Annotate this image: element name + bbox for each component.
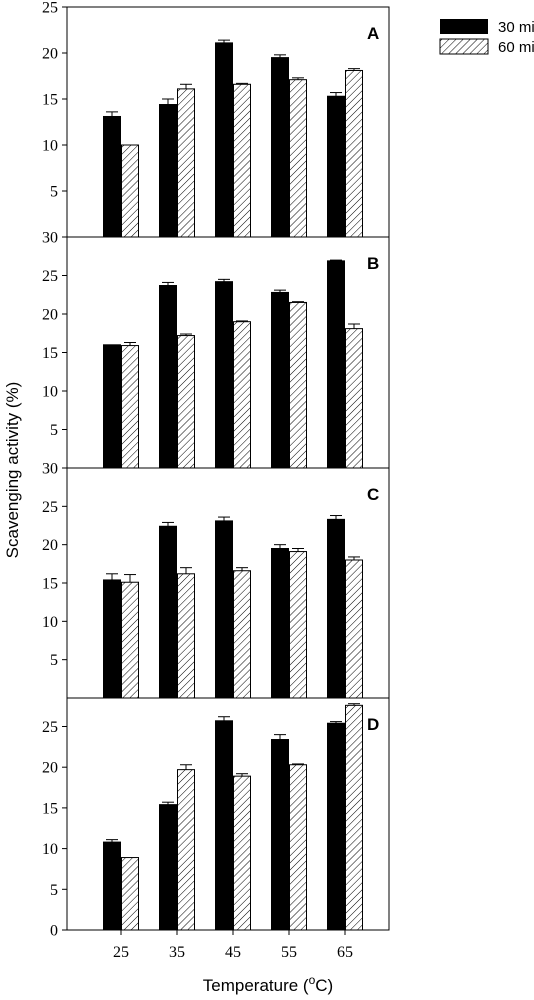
bar-30min <box>327 95 345 238</box>
bar-60min <box>345 704 363 931</box>
y-tick-label: 30 <box>42 461 58 478</box>
bar-30min <box>159 104 177 238</box>
y-tick-label: 15 <box>42 345 58 362</box>
x-tick-label: 45 <box>225 944 241 961</box>
y-tick-label: 20 <box>42 307 58 324</box>
panels: 5 10 15 20 25 A 5 10 15 20 25 30 B 5 10 15 20 25 30 C 0 5 10 15… <box>42 0 390 961</box>
bar-60min <box>121 144 139 238</box>
panel-label: D <box>367 715 379 734</box>
bar-30min <box>271 548 289 699</box>
bar-30min <box>103 579 121 699</box>
panel-c: 5 10 15 20 25 30 C <box>42 461 390 699</box>
x-axis-title-sup: o <box>309 973 316 987</box>
bar-30min <box>103 115 121 238</box>
y-tick-label: 10 <box>42 138 58 155</box>
bar-60min <box>289 301 307 469</box>
x-axis-title-tail: C) <box>315 976 333 995</box>
bar-30min <box>103 344 121 469</box>
y-tick-label: 15 <box>42 800 58 817</box>
y-tick-label: 25 <box>42 499 58 516</box>
bar-60min <box>121 345 139 469</box>
y-tick-label: 20 <box>42 46 58 63</box>
y-tick-label: 25 <box>42 268 58 285</box>
x-axis-title: Temperature (oC) <box>203 973 333 995</box>
bar-30min <box>271 291 289 469</box>
bar-30min <box>327 260 345 469</box>
panel-label: A <box>367 24 379 43</box>
panel-d: 0 5 10 15 20 25 D 25 35 45 55 65 <box>42 697 390 961</box>
bar-60min <box>289 79 307 238</box>
legend: 30 min 60 min <box>439 19 534 56</box>
panel-b: 5 10 15 20 25 30 B <box>42 230 390 469</box>
y-tick-label: 25 <box>42 0 58 17</box>
y-tick-label: 5 <box>50 422 58 439</box>
x-tick-label: 65 <box>337 944 353 961</box>
bar-60min <box>345 559 363 699</box>
x-tick-label: 55 <box>281 944 297 961</box>
y-tick-label: 10 <box>42 841 58 858</box>
bar-60min <box>177 88 195 238</box>
legend-label-60min: 60 min <box>498 39 534 56</box>
bar-60min <box>233 83 251 238</box>
y-tick-label: 0 <box>50 923 58 940</box>
bar-30min <box>159 525 177 699</box>
x-tick-label: 25 <box>113 944 129 961</box>
y-tick-label: 20 <box>42 537 58 554</box>
bar-60min <box>289 551 307 699</box>
bar-30min <box>327 722 345 931</box>
y-tick-label: 5 <box>50 882 58 899</box>
y-tick-label: 5 <box>50 652 58 669</box>
bar-30min <box>103 841 121 931</box>
bar-60min <box>121 581 139 699</box>
y-tick-label: 25 <box>42 719 58 736</box>
legend-swatch-30min <box>440 19 488 34</box>
bar-60min <box>345 69 363 238</box>
bar-30min <box>159 285 177 469</box>
y-axis-title: Scavenging activity (%) <box>3 382 22 559</box>
panel-a: 5 10 15 20 25 A <box>42 0 390 238</box>
x-axis-title-main: Temperature ( <box>203 976 309 995</box>
y-tick-label: 5 <box>50 184 58 201</box>
y-tick-label: 15 <box>42 576 58 593</box>
bar-60min <box>345 328 363 469</box>
y-tick-label: 10 <box>42 384 58 401</box>
y-tick-label: 20 <box>42 760 58 777</box>
bar-60min <box>289 764 307 931</box>
bar-30min <box>215 720 233 931</box>
legend-swatch-60min <box>439 38 489 55</box>
y-tick-label: 10 <box>42 614 58 631</box>
bar-60min <box>233 570 251 699</box>
bar-60min <box>177 769 195 931</box>
bar-30min <box>215 42 233 238</box>
bar-30min <box>159 804 177 931</box>
x-tick-label: 35 <box>169 944 185 961</box>
bar-60min <box>177 573 195 699</box>
bar-30min <box>327 518 345 699</box>
panel-label: C <box>367 485 379 504</box>
y-tick-label: 30 <box>42 230 58 247</box>
bar-30min <box>271 739 289 931</box>
y-tick-label: 15 <box>42 92 58 109</box>
bar-30min <box>215 520 233 699</box>
bar-30min <box>271 57 289 238</box>
bar-30min <box>215 281 233 469</box>
bar-60min <box>177 335 195 469</box>
bar-60min <box>233 775 251 931</box>
bar-60min <box>233 321 251 469</box>
bar-60min <box>121 857 139 931</box>
legend-label-30min: 30 min <box>498 19 534 36</box>
panel-label: B <box>367 254 379 273</box>
